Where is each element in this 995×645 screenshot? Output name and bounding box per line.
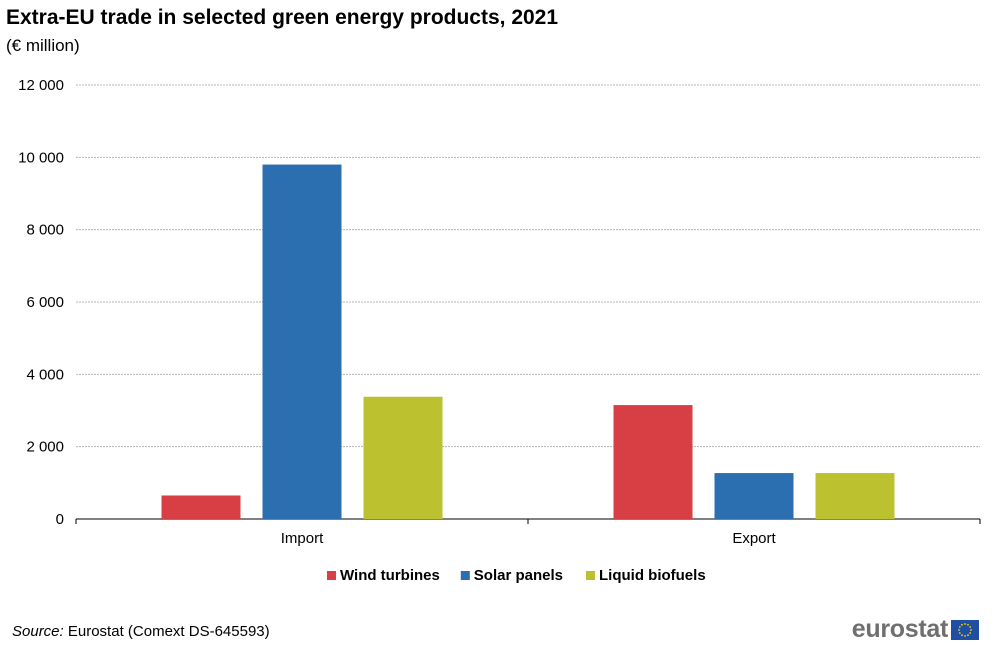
y-tick-label: 2 000: [26, 439, 64, 456]
chart-title: Extra-EU trade in selected green energy …: [6, 6, 559, 29]
y-tick-label: 0: [56, 511, 64, 528]
flag-star: [958, 625, 961, 628]
source-note: Source: Eurostat (Comext DS-645593): [12, 623, 270, 640]
flag-star: [958, 631, 961, 634]
bar: [815, 473, 895, 519]
y-tick-label: 12 000: [18, 77, 64, 94]
legend-swatch: [460, 571, 470, 580]
source-label: Source:: [12, 623, 64, 640]
x-tick-label: Import: [281, 530, 324, 547]
y-tick-label: 6 000: [26, 294, 64, 311]
bar: [262, 164, 342, 520]
flag-star: [961, 633, 963, 636]
flag-star: [958, 628, 960, 631]
bar-chart: 0 2 000 4 000 6 000 8 000 10 000 12 000 Import E…: [18, 77, 981, 584]
flag-star: [964, 622, 966, 625]
bar: [613, 405, 693, 519]
flag-star: [967, 633, 969, 636]
legend-label: Liquid biofuels: [599, 567, 706, 584]
flag-star: [964, 634, 966, 637]
flag-star: [969, 631, 972, 634]
y-tick-label: 10 000: [18, 149, 64, 166]
bar: [161, 495, 241, 519]
source-text: Eurostat (Comext DS-645593): [67, 623, 270, 640]
flag-star: [969, 625, 972, 628]
legend-label: Wind turbines: [340, 567, 440, 584]
y-tick-label: 4 000: [26, 366, 64, 383]
x-tick-label: Export: [732, 530, 776, 547]
flag-star: [970, 628, 972, 631]
y-tick-label: 8 000: [26, 222, 64, 239]
chart-subtitle: (€ million): [6, 36, 80, 55]
flag-star: [961, 623, 963, 626]
eu-flag-icon: [951, 619, 979, 640]
bar: [363, 396, 443, 519]
legend-label: Solar panels: [474, 567, 563, 584]
flag-star: [967, 623, 969, 626]
logo-text: eurostat: [851, 615, 949, 643]
legend-swatch: [327, 571, 336, 580]
legend-swatch: [586, 571, 595, 580]
bar: [714, 473, 794, 519]
eurostat-logo: eurostat: [852, 615, 979, 644]
